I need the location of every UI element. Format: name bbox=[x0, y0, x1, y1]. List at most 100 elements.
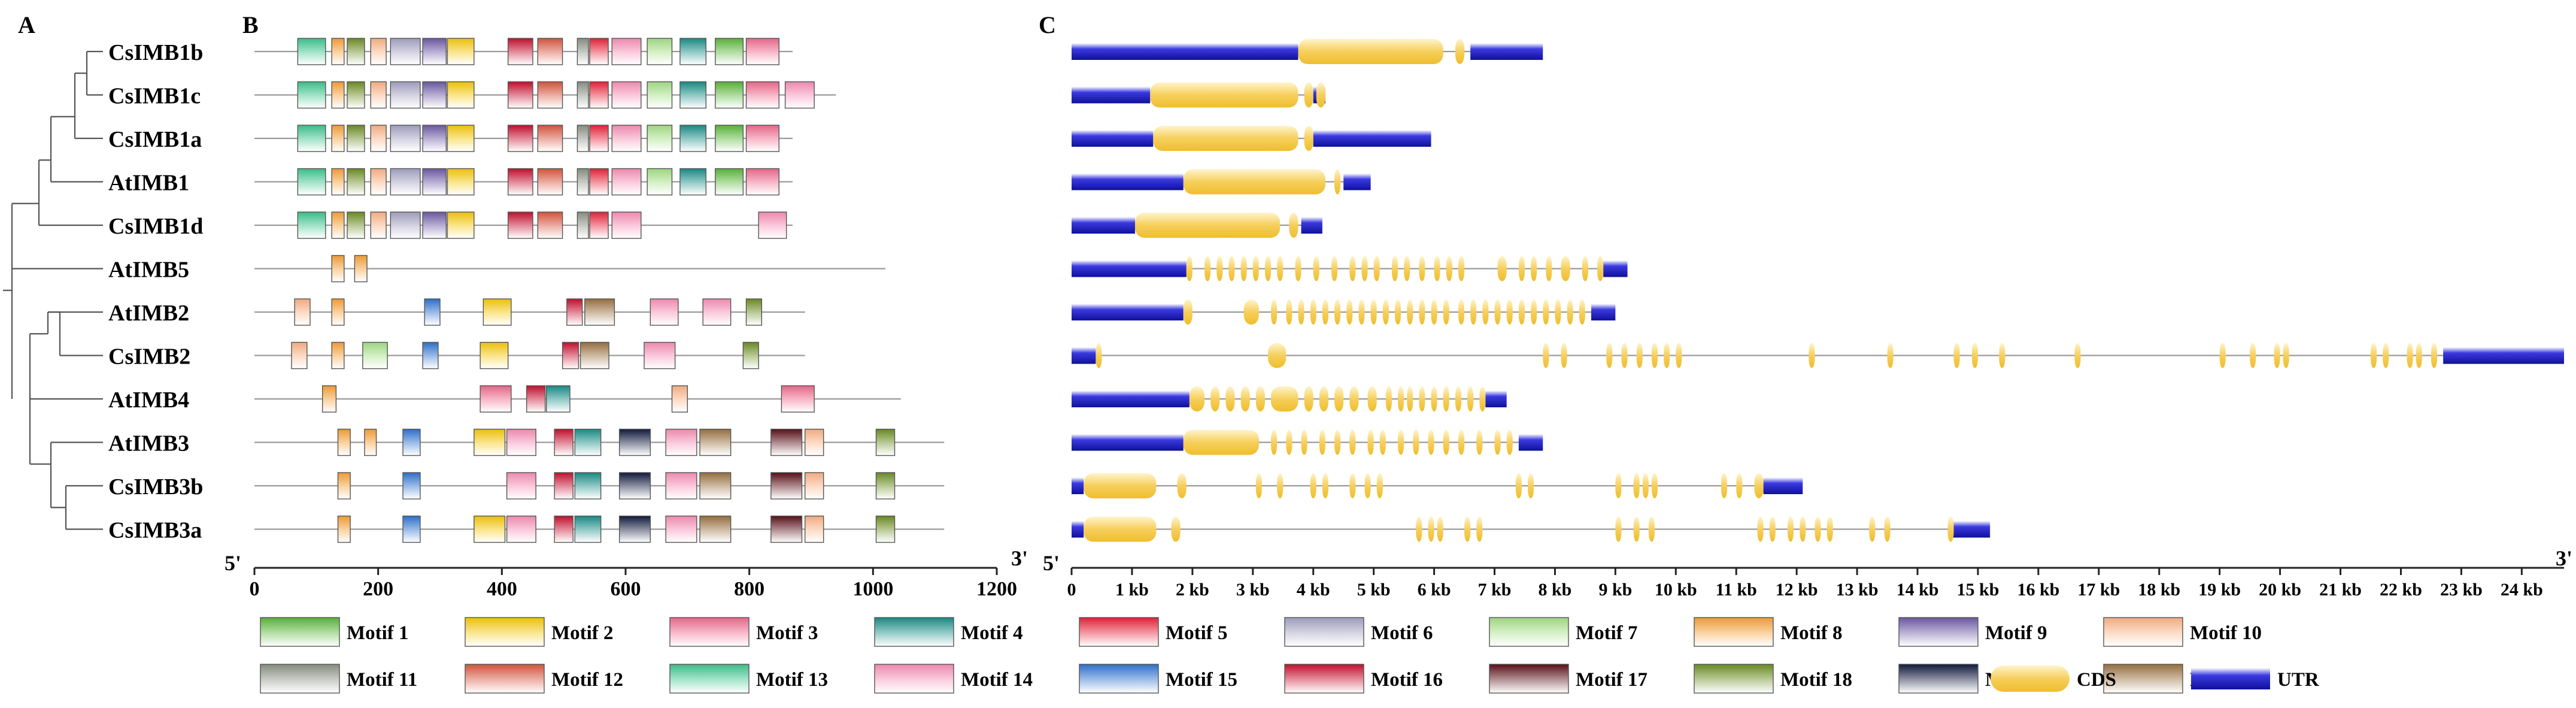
motif-block bbox=[354, 255, 368, 283]
motif-block bbox=[506, 515, 536, 543]
cds-segment bbox=[1310, 473, 1316, 498]
cds-segment bbox=[1304, 126, 1313, 151]
legend-label: Motif 10 bbox=[2190, 622, 2262, 644]
motif-block bbox=[447, 168, 475, 196]
cds-segment bbox=[1431, 299, 1437, 325]
legend-swatch bbox=[1079, 617, 1159, 647]
cds-segment bbox=[1153, 126, 1298, 151]
structure-axis-tick-label: 1 kb bbox=[1115, 580, 1149, 600]
cds-segment bbox=[2407, 343, 2413, 368]
motif-5prime-label: 5' bbox=[224, 551, 241, 575]
structure-axis-tick-label: 8 kb bbox=[1539, 580, 1572, 600]
motif-axis-tick-label: 800 bbox=[734, 578, 764, 600]
cds-segment bbox=[1443, 386, 1449, 412]
structure-axis-tick-label: 15 kb bbox=[1957, 580, 1999, 600]
utr-segment bbox=[1518, 434, 1543, 451]
cds-segment bbox=[1404, 256, 1410, 282]
cds-segment bbox=[1434, 256, 1440, 282]
cds-segment bbox=[1228, 256, 1235, 282]
legend-label: Motif 5 bbox=[1166, 622, 1228, 644]
motif-block bbox=[742, 341, 759, 370]
cds-segment bbox=[1826, 516, 1833, 542]
motif-block bbox=[781, 385, 815, 413]
cds-segment bbox=[1413, 429, 1419, 455]
legend-swatch bbox=[1694, 664, 1774, 694]
legend-swatch-cds bbox=[1991, 665, 2070, 692]
cds-segment bbox=[1606, 343, 1613, 368]
legend-swatch bbox=[1489, 664, 1569, 694]
motif-block bbox=[618, 515, 651, 543]
motif-block bbox=[390, 168, 421, 196]
motif-block bbox=[337, 472, 351, 500]
motif-block bbox=[577, 125, 589, 152]
cds-segment bbox=[1301, 429, 1307, 455]
cds-segment bbox=[1528, 473, 1534, 498]
motif-block bbox=[347, 168, 365, 196]
cds-segment bbox=[1809, 343, 1815, 368]
cds-segment bbox=[1506, 299, 1513, 325]
structure-axis-tick-label: 18 kb bbox=[2138, 580, 2180, 600]
gene-label: CsIMB1b bbox=[108, 40, 203, 65]
cds-segment bbox=[1210, 386, 1220, 412]
motif-block bbox=[422, 125, 447, 152]
gene-label: CsIMB1d bbox=[108, 214, 203, 239]
motif-block bbox=[337, 428, 351, 456]
cds-segment bbox=[1531, 256, 1537, 282]
gene-label: AtIMB1 bbox=[108, 171, 189, 196]
cds-segment bbox=[1304, 82, 1313, 108]
legend-label: UTR bbox=[2277, 669, 2320, 691]
utr-segment bbox=[2443, 347, 2564, 364]
motif-block bbox=[422, 38, 447, 65]
utr-segment bbox=[1072, 304, 1184, 320]
motif-block bbox=[337, 515, 351, 543]
motif-block bbox=[875, 472, 896, 500]
gene-structure-panel bbox=[1072, 39, 2564, 542]
cds-segment bbox=[2219, 343, 2226, 368]
motif-block bbox=[447, 125, 475, 152]
panel-b-label: B bbox=[242, 11, 259, 38]
motif-block bbox=[745, 125, 779, 152]
motif-block bbox=[537, 81, 563, 109]
motif-block bbox=[650, 298, 679, 326]
motif-axis-tick-label: 600 bbox=[611, 578, 641, 600]
cds-segment bbox=[1277, 256, 1284, 282]
motif-block bbox=[474, 515, 506, 543]
motif-block bbox=[447, 38, 475, 65]
cds-segment bbox=[1561, 343, 1567, 368]
legend-swatch bbox=[1489, 617, 1569, 647]
motif-block bbox=[554, 428, 574, 456]
cds-segment bbox=[1331, 256, 1338, 282]
phylogenetic-tree bbox=[3, 50, 103, 530]
cds-segment bbox=[1310, 299, 1316, 325]
gene-label: CsIMB1a bbox=[108, 127, 202, 152]
gene-label-column: CsIMB1b CsIMB1c CsIMB1a AtIMB1 CsIMB1d AtIMB5… bbox=[108, 40, 203, 543]
legend-swatch bbox=[874, 664, 954, 694]
utr-segment bbox=[1343, 173, 1371, 190]
motif-block bbox=[647, 38, 673, 65]
cds-segment bbox=[1376, 473, 1383, 498]
utr-segment bbox=[1072, 130, 1154, 147]
motif-block bbox=[665, 428, 697, 456]
cds-segment bbox=[1815, 516, 1821, 542]
cds-segment bbox=[1334, 299, 1341, 325]
cds-segment bbox=[1407, 386, 1413, 412]
motif-block bbox=[745, 38, 779, 65]
cds-segment bbox=[1971, 343, 1978, 368]
panel-a-label: A bbox=[18, 11, 35, 38]
cds-segment bbox=[1458, 429, 1465, 455]
legend-label: Motif 13 bbox=[756, 669, 828, 691]
cds-segment bbox=[1334, 429, 1341, 455]
motif-block bbox=[554, 472, 574, 500]
cds-segment bbox=[2383, 343, 2389, 368]
utr-segment bbox=[1470, 43, 1543, 60]
cds-segment bbox=[1349, 429, 1356, 455]
legend-swatch bbox=[1898, 664, 1979, 694]
cds-segment bbox=[1769, 516, 1776, 542]
cds-segment bbox=[1651, 343, 1658, 368]
structure-axis-tick-label: 2 kb bbox=[1176, 580, 1209, 600]
cds-segment bbox=[1364, 473, 1371, 498]
motif-block bbox=[611, 81, 642, 109]
motif-axis-tick-label: 1200 bbox=[976, 578, 1017, 600]
cds-segment bbox=[1084, 473, 1157, 498]
motif-block bbox=[577, 38, 589, 65]
